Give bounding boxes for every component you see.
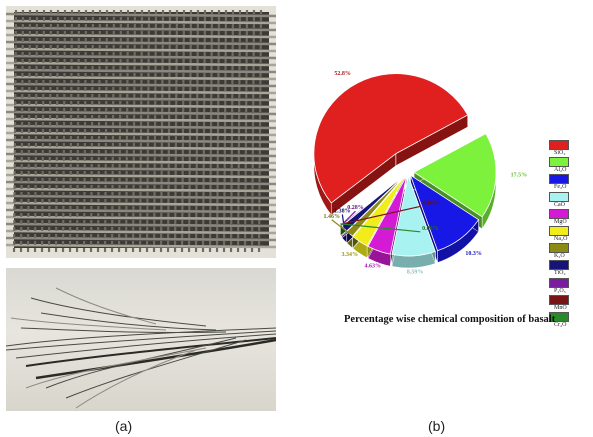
legend-item-al2o3: Al₂O: [549, 156, 589, 173]
legend-item-tio2: TiO₂: [549, 259, 589, 276]
leader-line-k2o: [331, 219, 351, 235]
legend-swatch-k2o: [549, 243, 569, 254]
pie-chart-svg: 52.8% 17.5% 10.3% 8.59% 4.63% 3.34% 1.46%1.38%…: [313, 71, 528, 275]
legend-item-na2o: Na₂O: [549, 225, 589, 242]
legend-label-k2o: K₂O: [554, 253, 565, 260]
legend-label-fe2o3: Fe₂O: [554, 184, 567, 191]
legend-label-na2o: Na₂O: [554, 235, 568, 242]
legend-label-al2o3: Al₂O: [554, 167, 567, 174]
leader-line-tio2: [341, 214, 345, 229]
legend-label-tio2: TiO₂: [554, 270, 566, 277]
panel-label-a: (a): [115, 418, 133, 434]
data-label-al2o3: 17.5%: [511, 173, 528, 179]
legend-item-cao: CaO: [549, 191, 589, 208]
legend-label-cao: CaO: [554, 201, 565, 208]
composition-pie-chart: 52.8% 17.5% 10.3% 8.59% 4.63% 3.34% 1.46% 1.38%…: [300, 60, 590, 360]
pie-slice-al2o3: [413, 133, 497, 218]
data-label-mgo: 4.63%: [365, 264, 382, 270]
leader-line-cr2o3: [340, 223, 421, 233]
pie-slice-na2o: [352, 175, 407, 247]
data-label-cao: 8.59%: [407, 269, 424, 275]
data-label-tio2: 1.38%: [334, 208, 351, 214]
data-label-mno: 0.16%: [422, 200, 439, 206]
pie-slice-sio2: [313, 73, 469, 204]
data-label-p2o5: 0.28%: [347, 205, 364, 211]
data-label-sio2: 52.8%: [334, 71, 351, 77]
leader-line-mno: [340, 205, 421, 225]
pie-slice-cao: [391, 174, 436, 257]
chart-title: Percentage wise chemical composition of …: [344, 314, 556, 325]
legend-swatch-mno: [549, 294, 569, 305]
legend-swatch-cao: [549, 191, 569, 202]
legend-item-mno: MnO: [549, 294, 589, 311]
fiber-strands-photo: [6, 268, 276, 411]
legend-label-cr2o3: Cr₂O: [554, 321, 567, 328]
legend-swatch-mgo: [549, 208, 569, 219]
data-label-k2o: 1.46%: [323, 214, 340, 220]
legend-label-sio2: SiO₂: [554, 150, 566, 156]
data-label-fe2o3: 10.3%: [465, 251, 482, 257]
legend-swatch-p2o5: [549, 277, 569, 288]
legend-label-mno: MnO: [554, 304, 567, 311]
legend-item-fe2o3: Fe₂O: [549, 173, 589, 190]
woven-fabric-photo: [6, 6, 276, 258]
legend-item-cr2o3: Cr₂O: [549, 311, 589, 328]
legend-swatch-cr2o3: [549, 311, 569, 322]
legend-label-p2o5: P₂O₅: [554, 287, 566, 294]
leader-line-p2o5: [341, 210, 356, 226]
data-label-cr2o3: 0.06%: [422, 226, 439, 232]
legend-item-p2o5: P₂O₅: [549, 277, 589, 294]
legend-item-mgo: MgO: [549, 208, 589, 225]
legend-swatch-na2o: [549, 225, 569, 236]
legend-swatch-sio2: [549, 140, 569, 150]
legend-swatch-fe2o3: [549, 174, 569, 185]
legend-swatch-al2o3: [549, 157, 569, 168]
legend-label-mgo: MgO: [554, 218, 567, 225]
panel-label-b: (b): [428, 418, 446, 434]
legend-swatch-tio2: [549, 260, 569, 271]
data-label-na2o: 3.34%: [341, 252, 358, 258]
chart-legend: SiO₂ Al₂O Fe₂O CaO MgO Na₂O K₂O TiO₂ P₂O…: [549, 139, 589, 328]
fiber-strands-image: [6, 287, 276, 409]
pie-slice-fe2o3: [409, 174, 480, 252]
pie-slice-mgo: [367, 175, 408, 255]
woven-fabric-image: [6, 6, 276, 258]
legend-item-k2o: K₂O: [549, 242, 589, 259]
legend-item-sio2: SiO₂: [549, 139, 589, 156]
